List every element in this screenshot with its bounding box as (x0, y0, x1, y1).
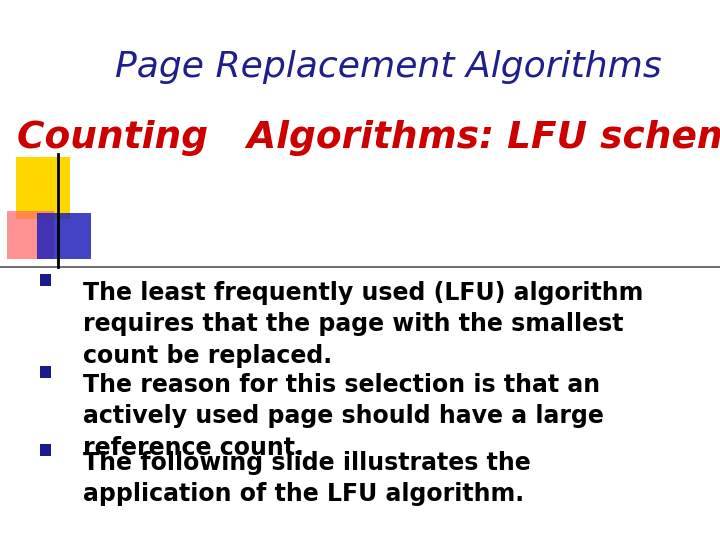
Text: Counting   Algorithms: LFU scheme: Counting Algorithms: LFU scheme (17, 120, 720, 156)
Text: The reason for this selection is that an
actively used page should have a large
: The reason for this selection is that an… (83, 373, 603, 460)
FancyBboxPatch shape (37, 213, 91, 259)
FancyBboxPatch shape (40, 274, 51, 286)
FancyBboxPatch shape (7, 211, 54, 259)
FancyBboxPatch shape (16, 157, 70, 219)
Text: Page Replacement Algorithms: Page Replacement Algorithms (115, 51, 662, 84)
Text: The least frequently used (LFU) algorithm
requires that the page with the smalle: The least frequently used (LFU) algorith… (83, 281, 643, 368)
FancyBboxPatch shape (40, 444, 51, 456)
Text: The following slide illustrates the
application of the LFU algorithm.: The following slide illustrates the appl… (83, 451, 531, 507)
FancyBboxPatch shape (40, 366, 51, 378)
